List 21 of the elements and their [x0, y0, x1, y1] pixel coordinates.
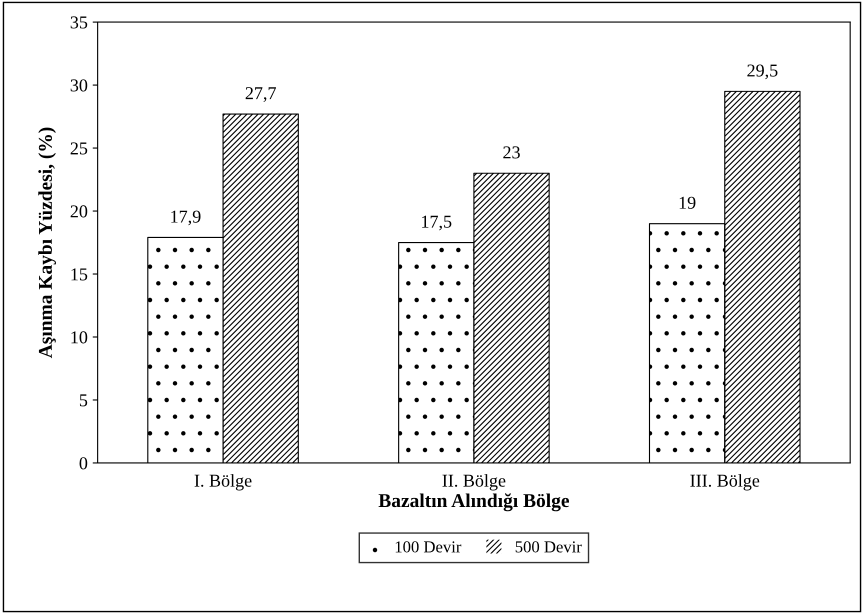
data-label: 19 [680, 196, 696, 209]
data-label: 23 [503, 146, 520, 158]
y-tick-label: 5 [80, 394, 88, 406]
data-label: 29,5 [747, 64, 778, 80]
x-tick-label: III. Bölge [690, 474, 760, 490]
y-tick-label: 35 [70, 16, 88, 29]
y-tick-label: 15 [71, 268, 88, 280]
x-axis-title: Bazaltın Alındığı Bölge [378, 493, 570, 512]
y-tick-label: 20 [70, 205, 88, 218]
y-tick-label: 30 [70, 79, 88, 92]
y-tick-label: 0 [80, 457, 88, 470]
y-tick-label: 25 [70, 142, 88, 155]
y-axis-title: Aşınma Kaybı Yüzdesi, (%) [38, 128, 56, 358]
x-tick-label: II. Bölge [442, 474, 506, 490]
data-label: 17,5 [422, 216, 452, 230]
y-tick-label: 10 [71, 331, 88, 344]
legend-label: 100 Devir [396, 541, 462, 553]
data-label: 27,7 [246, 87, 276, 102]
legend-label: 500 Devir [516, 541, 582, 553]
data-label: 17,9 [171, 210, 200, 226]
x-tick-label: I. Bölge [194, 474, 252, 490]
